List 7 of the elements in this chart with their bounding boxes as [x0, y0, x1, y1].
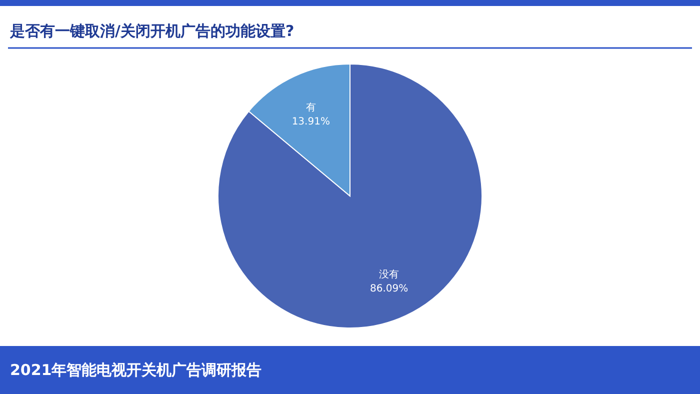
pie-slice	[218, 64, 482, 328]
slice-label: 有	[306, 101, 316, 114]
data-label: 86.09%	[370, 284, 408, 295]
data-label: 13.91%	[292, 116, 330, 128]
chart-title: 是否有一键取消/关闭开机广告的功能设置?	[9, 22, 294, 40]
slice-label: 没有	[379, 268, 400, 281]
text: 2021年智能电视开关机广告调研报告	[10, 361, 262, 379]
